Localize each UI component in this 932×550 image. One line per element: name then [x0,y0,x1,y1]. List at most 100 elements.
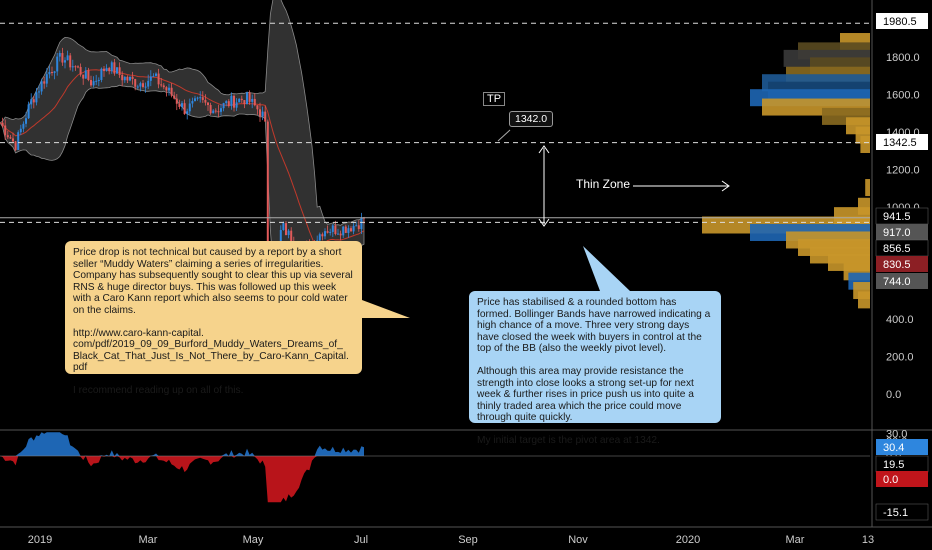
candle-body [181,103,183,107]
candle-body [82,74,85,79]
x-tick-label: 2019 [28,534,52,546]
candle-body [347,228,350,233]
oscillator-positive-area [0,432,364,456]
candle-body [337,233,339,235]
candle-body [238,98,241,103]
price-axis-label-bg [876,134,928,150]
volume-profile-bar [860,135,870,153]
candle-body [14,141,17,150]
blue-note: Price has stabilised & a rounded bottom … [469,291,721,446]
y-tick-label: 1600.0 [886,89,920,101]
candle-body [4,125,7,136]
candle-body [53,71,56,73]
oscillator-negative-area [0,456,364,503]
candle-body [108,67,111,72]
price-axis-label: 917.0 [883,227,911,239]
candle-body [279,230,282,252]
price-axis-label-bg [876,224,928,240]
candle-body [129,76,131,81]
candle-body [74,66,77,68]
candle-body [40,81,43,92]
candle-body [355,225,358,227]
candle-body [95,80,98,82]
candle-body [253,98,256,106]
x-tick-label: Mar [139,534,158,546]
price-axis-label: 1342.5 [883,137,917,149]
candle-body [326,231,329,233]
candle-body [360,217,363,229]
tp-price-callout: 1342.0 [509,111,554,127]
price-axis-label: 856.5 [883,243,911,255]
osc-axis-label-bg [875,503,929,521]
candle-body [225,101,228,104]
candle-body [131,76,134,80]
arrow-heads [538,145,550,227]
candle-body [157,73,160,85]
candle-body [139,83,142,87]
tp-price-pointer [497,129,511,142]
candle-body [196,97,199,99]
candle-body [61,53,64,63]
candle-body [1,122,4,126]
candle-body [352,225,355,232]
yellow-note-pointer [362,300,410,318]
y-tick-label: 0.0 [886,389,901,401]
candle-body [35,92,38,103]
candle-body [113,62,116,74]
candle-body [217,111,220,113]
candle-body [321,234,324,237]
osc-axis-label: -15.1 [883,507,908,519]
candle-body [147,80,150,87]
candle-body [261,111,264,117]
candle-body [344,226,347,233]
candle-body [118,67,121,75]
candle-body [246,92,248,105]
candle-body [324,231,326,237]
osc-axis-label: 19.5 [883,459,904,471]
x-tick-label: May [243,534,264,546]
yellow-note-link[interactable]: http://www.caro-kann-capital. com/pdf/20… [73,327,349,374]
candle-body [287,230,290,236]
x-tick-label: 2020 [676,534,700,546]
y-tick-label: 1800.0 [886,52,920,64]
candle-body [186,111,189,115]
candle-body [220,108,222,112]
candle-body [207,102,209,106]
candle-body [175,98,178,104]
volume-profile-bar [865,179,870,197]
candle-body [105,67,108,72]
x-tick-label: 13 [862,534,874,546]
candle-body [77,66,79,68]
candle-body [334,225,337,235]
price-axis-label: 830.5 [883,259,911,271]
candle-body [165,87,168,91]
osc-y-tick-label: 30.0 [886,429,907,441]
candle-body [45,74,48,84]
candle-body [152,75,155,77]
candle-body [66,55,69,61]
candle-body [204,99,207,103]
candle-body [136,86,139,88]
candle-body [194,98,196,102]
candle-body [121,74,124,81]
candle-body [248,92,251,102]
candle-body [201,97,204,100]
x-tick-label: Nov [568,534,588,546]
candle-body [285,223,287,236]
candle-body [339,233,342,236]
candle-body [92,81,95,86]
thin-zone-arrow-head [721,180,730,192]
blue-note-paragraph: My initial target is the pivot area at 1… [477,434,660,446]
price-axis-label: 744.0 [883,276,911,288]
candle-body [69,55,72,68]
price-axis-label: 941.5 [883,211,911,223]
candle-body [51,71,53,73]
yellow-note-paragraph: I recommend reading up on all of this. [73,384,244,396]
candle-body [71,66,74,68]
candle-body [329,231,332,233]
candle-body [9,137,12,139]
osc-axis-label: 0.0 [883,474,898,486]
candle-body [22,123,25,129]
oscillator-pane[interactable] [0,432,870,503]
